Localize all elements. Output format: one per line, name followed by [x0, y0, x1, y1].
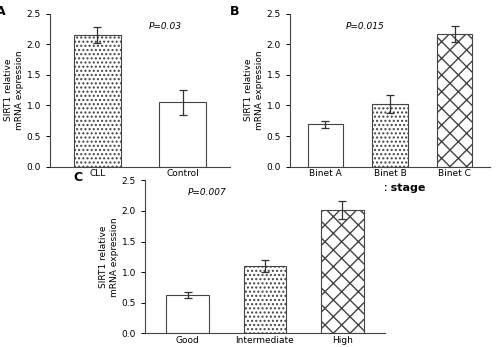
Bar: [372, 104, 408, 167]
Bar: [308, 125, 343, 167]
Bar: [244, 266, 286, 333]
Text: P=0.03: P=0.03: [149, 22, 182, 31]
X-axis label: Binet stage: Binet stage: [354, 183, 426, 193]
Y-axis label: SIRT1 relative
mRNA expression: SIRT1 relative mRNA expression: [4, 50, 24, 130]
Bar: [74, 35, 120, 167]
Y-axis label: SIRT1 relative
mRNA expression: SIRT1 relative mRNA expression: [100, 217, 119, 297]
Bar: [160, 102, 206, 167]
Text: P=0.015: P=0.015: [346, 22, 385, 31]
Bar: [321, 210, 364, 333]
Bar: [437, 34, 472, 167]
Text: P=0.007: P=0.007: [188, 188, 227, 197]
Text: A: A: [0, 5, 6, 18]
Text: B: B: [230, 5, 239, 18]
Text: C: C: [73, 171, 82, 184]
Bar: [166, 295, 209, 333]
Y-axis label: SIRT1 relative
mRNA expression: SIRT1 relative mRNA expression: [244, 50, 264, 130]
